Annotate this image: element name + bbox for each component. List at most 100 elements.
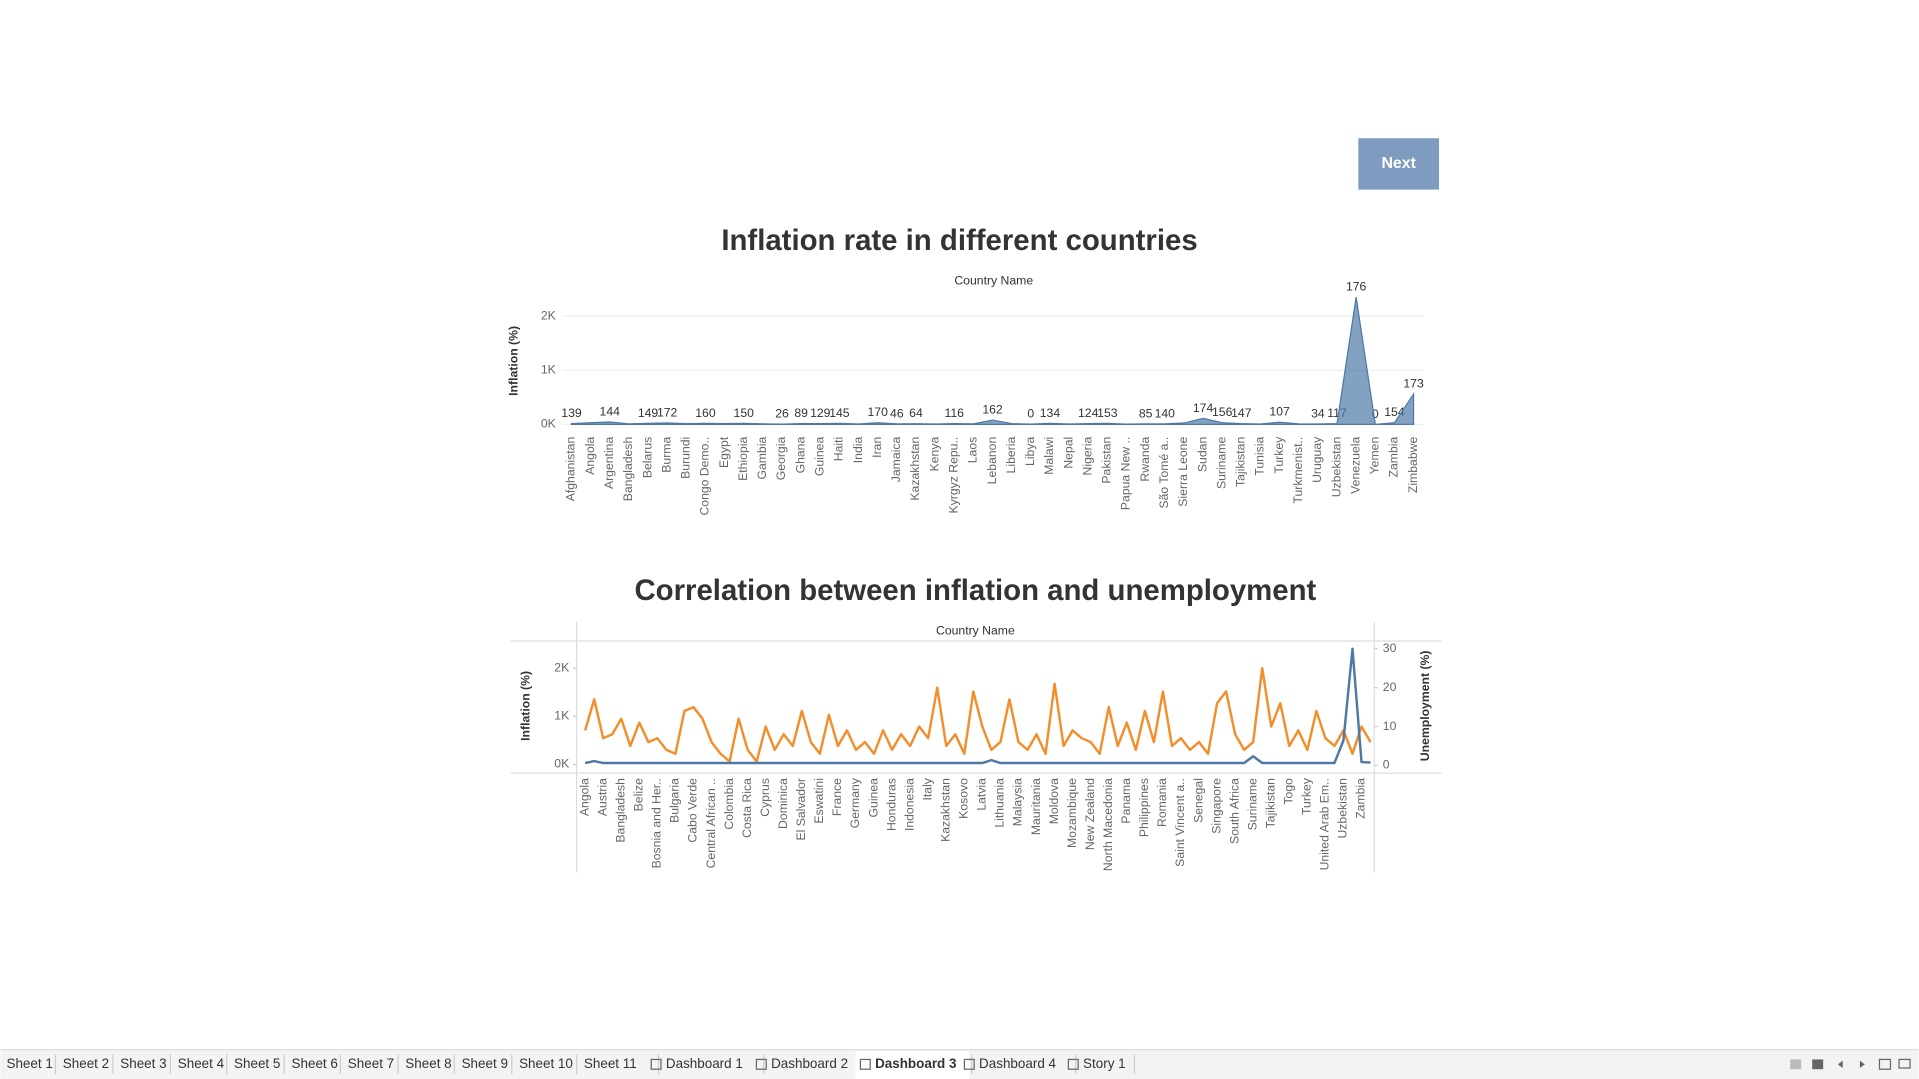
y-axis-title: Inflation (%)	[519, 671, 533, 741]
x-tick-label: Kosovo	[957, 778, 971, 819]
x-tick-label: Uzbekistan	[1336, 778, 1350, 838]
x-tick-label: Rwanda	[1138, 437, 1152, 482]
x-tick-label: Turkmenist..	[1291, 437, 1305, 504]
x-tick-label: South Africa	[1227, 778, 1241, 844]
data-label: 174	[1193, 401, 1214, 415]
x-tick-label: Nepal	[1061, 437, 1075, 469]
x-tick-label: Cabo Verde	[686, 778, 700, 843]
tab[interactable]: Dashboard 1	[666, 1056, 743, 1071]
tab-icon	[755, 1058, 767, 1070]
x-tick-label: Bulgaria	[668, 778, 682, 823]
tab[interactable]: Sheet 9	[462, 1056, 508, 1071]
x-tick-label: Angola	[583, 437, 597, 475]
tab[interactable]: Sheet 4	[178, 1056, 225, 1071]
y-tick-label: 2K	[541, 308, 557, 322]
x-tick-label: Belize	[632, 778, 646, 811]
x-tick-label: North Macedonia	[1101, 778, 1115, 871]
x-tick-label: Malawi	[1042, 437, 1056, 475]
x-tick-label: Sierra Leone	[1176, 437, 1190, 507]
tab[interactable]: Sheet 3	[120, 1056, 166, 1071]
line	[583, 667, 1372, 763]
x-tick-label: Libya	[1023, 437, 1037, 466]
icon[interactable]	[1878, 1058, 1892, 1070]
data-label: 134	[1040, 406, 1061, 420]
x-tick-label: Malaysia	[1011, 778, 1025, 826]
data-label: 124	[1078, 406, 1099, 420]
x-tick-label: Burma	[659, 437, 673, 473]
y2-tick-label: 0	[1383, 758, 1390, 772]
y2-axis-title: Unemployment (%)	[1418, 651, 1432, 762]
x-tick-label: Papua New ..	[1119, 437, 1133, 510]
x-tick-label: Panama	[1119, 778, 1133, 824]
x-tick-label: Tunisia	[1253, 437, 1267, 476]
x-tick-label: Suriname	[1245, 778, 1259, 830]
tab[interactable]: Dashboard 4	[979, 1056, 1056, 1071]
x-tick-label: Bangladesh	[621, 437, 635, 502]
tab[interactable]: Sheet 11	[584, 1056, 637, 1071]
x-tick-label: Guinea	[866, 778, 880, 818]
data-label: 162	[982, 403, 1003, 417]
x-tick-label: Zambia	[1387, 437, 1401, 478]
tab[interactable]: Sheet 8	[405, 1056, 451, 1071]
icon[interactable]	[1837, 1060, 1843, 1068]
x-tick-label: Lithuania	[993, 778, 1007, 828]
x-tick-label: El Salvador	[794, 778, 808, 840]
x-tick-label: São Tomé a..	[1157, 437, 1171, 509]
x-tick-label: Romania	[1155, 778, 1169, 827]
tab[interactable]: Dashboard 3	[875, 1056, 956, 1071]
next-button-label[interactable]: Next	[1381, 155, 1416, 172]
x-tick-label: Liberia	[1004, 437, 1018, 474]
tab[interactable]: Sheet 1	[7, 1056, 53, 1071]
y-tick-label: 0K	[541, 417, 557, 431]
data-label: 64	[909, 406, 923, 420]
x-tick-label: Angola	[577, 778, 591, 816]
data-label: 85	[1139, 406, 1153, 420]
x-tick-label: Zimbabwe	[1406, 437, 1420, 494]
chart-title: Correlation between inflation and unempl…	[634, 574, 1316, 607]
icon[interactable]	[1859, 1060, 1865, 1068]
x-tick-label: Senegal	[1191, 778, 1205, 823]
icon[interactable]	[1790, 1059, 1802, 1070]
x-tick-label: Togo	[1282, 778, 1296, 805]
next-button[interactable]	[1358, 138, 1440, 190]
x-tick-label: Zambia	[1354, 778, 1368, 819]
y-tick-label: 0K	[554, 757, 570, 771]
data-label: 170	[868, 405, 889, 419]
tab-icon	[650, 1058, 662, 1070]
x-tick-label: Tajikistan	[1263, 778, 1277, 828]
tab[interactable]: Dashboard 2	[771, 1056, 848, 1071]
x-tick-label: Dominica	[776, 778, 790, 829]
tab[interactable]: Sheet 6	[292, 1056, 338, 1071]
x-tick-label: Kazakhstan	[908, 437, 922, 501]
x-tick-label: Haiti	[832, 437, 846, 461]
x-tick-label: Sudan	[1195, 437, 1209, 472]
data-label: 0	[1027, 407, 1034, 421]
data-label: 160	[695, 406, 716, 420]
x-tick-label: Georgia	[774, 437, 788, 481]
line	[584, 647, 1371, 765]
x-tick-label: Mauritania	[1029, 778, 1043, 835]
x-tick-label: Lebanon	[985, 437, 999, 485]
x-tick-label: Ethiopia	[736, 437, 750, 481]
x-tick-label: Turkey	[1300, 777, 1314, 815]
x-tick-label: Kazakhstan	[938, 778, 952, 842]
x-tick-label: Colombia	[722, 778, 736, 830]
icon[interactable]	[1898, 1058, 1911, 1069]
x-tick-label: Pakistan	[1100, 437, 1114, 484]
tab[interactable]: Sheet 5	[234, 1056, 280, 1071]
tab[interactable]: Sheet 2	[63, 1056, 109, 1071]
tab[interactable]: Story 1	[1083, 1056, 1126, 1071]
tab[interactable]: Sheet 7	[348, 1056, 394, 1071]
y2-tick-label: 30	[1383, 641, 1397, 655]
data-label: 107	[1269, 405, 1290, 419]
y2-tick-label: 10	[1383, 719, 1397, 733]
x-tick-label: Suriname	[1214, 437, 1228, 489]
x-tick-label: Kenya	[927, 437, 941, 472]
x-tick-label: Philippines	[1137, 778, 1151, 837]
data-label: 144	[600, 404, 621, 418]
x-tick-label: India	[851, 437, 865, 464]
data-label: 149	[638, 406, 659, 420]
icon[interactable]	[1812, 1059, 1824, 1070]
tab[interactable]: Sheet 10	[519, 1056, 573, 1071]
